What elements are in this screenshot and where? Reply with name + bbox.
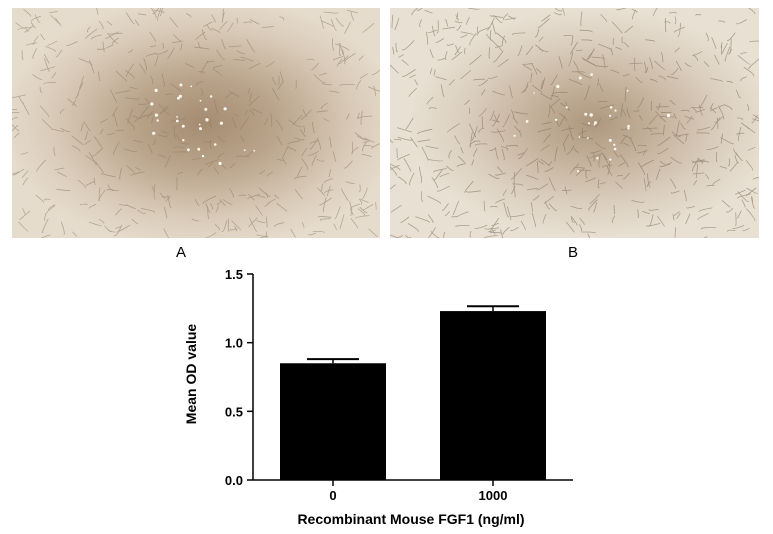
micrograph-a-image: [12, 8, 380, 238]
y-tick-label: 0.5: [225, 404, 243, 419]
micrograph-panel-a: [12, 8, 380, 238]
panel-label-a: A: [176, 244, 187, 261]
y-tick-label: 1.0: [225, 336, 243, 351]
micrograph-b-image: [390, 8, 759, 238]
bar: [440, 311, 546, 480]
panel-label-b: B: [568, 244, 579, 261]
x-tick-label: 1000: [479, 488, 508, 503]
micrograph-panel-b: [390, 8, 759, 238]
y-tick-label: 0.0: [225, 473, 243, 488]
bars: [280, 305, 546, 480]
y-axis: 0.0 0.5 1.0 1.5: [225, 267, 254, 488]
x-axis: 0 1000: [253, 479, 573, 503]
x-tick-label: 0: [329, 488, 336, 503]
y-tick-label: 1.5: [225, 267, 243, 282]
x-axis-label: Recombinant Mouse FGF1 (ng/ml): [297, 511, 524, 527]
bar: [280, 363, 386, 480]
y-axis-label: Mean OD value: [183, 324, 199, 425]
